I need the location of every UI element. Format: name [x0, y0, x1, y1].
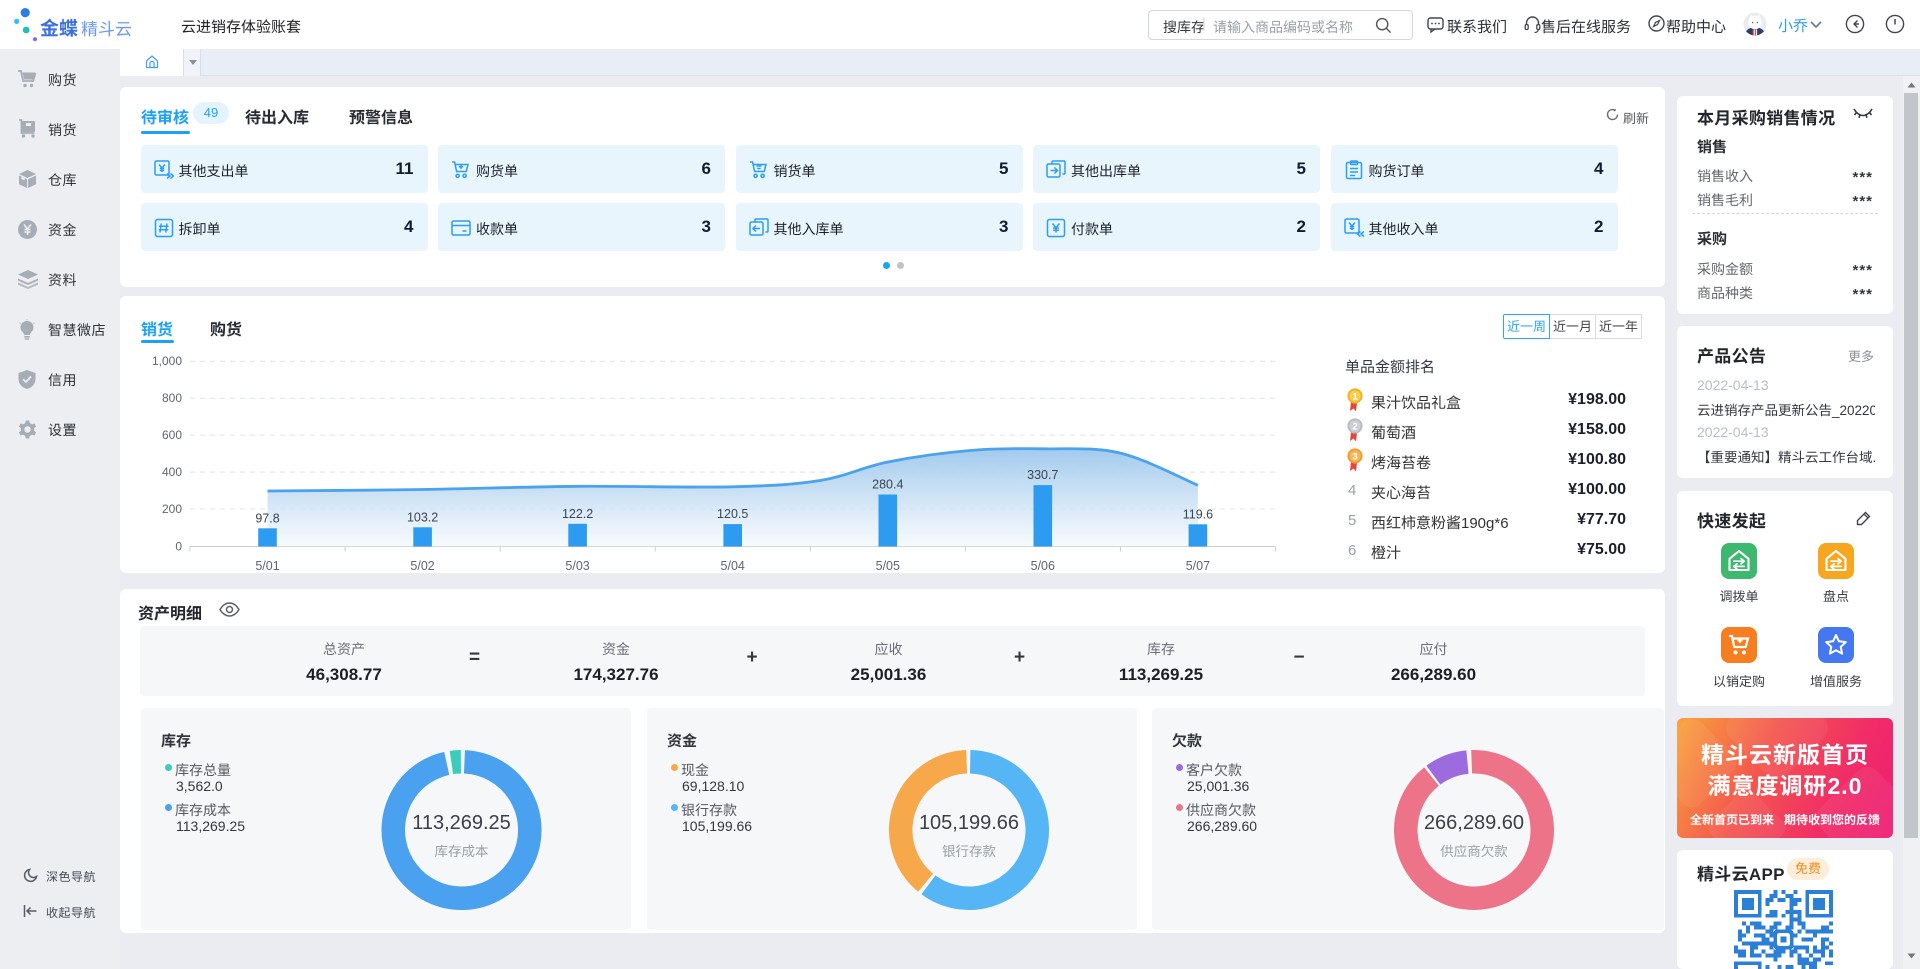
svg-text:120.5: 120.5	[717, 507, 748, 521]
svg-text:200: 200	[162, 502, 182, 516]
svg-text:266,289.60: 266,289.60	[1424, 812, 1524, 834]
svg-text:5/05: 5/05	[876, 559, 900, 573]
svg-text:银行存款: 银行存款	[942, 844, 996, 859]
svg-text:5/04: 5/04	[721, 559, 745, 573]
svg-text:5/07: 5/07	[1186, 559, 1210, 573]
svg-text:113,269.25: 113,269.25	[412, 812, 511, 834]
svg-text:3: 3	[1352, 452, 1357, 463]
svg-text:5/01: 5/01	[255, 559, 279, 573]
svg-text:800: 800	[162, 391, 182, 405]
svg-text:5/02: 5/02	[410, 559, 434, 573]
svg-text:供应商欠款: 供应商欠款	[1440, 844, 1508, 859]
svg-text:5/03: 5/03	[565, 559, 589, 573]
svg-text:600: 600	[162, 428, 182, 442]
svg-text:119.6: 119.6	[1183, 507, 1213, 521]
svg-text:1,000: 1,000	[152, 354, 182, 368]
svg-text:2: 2	[1352, 422, 1357, 433]
svg-text:5/06: 5/06	[1031, 559, 1055, 573]
svg-text:330.7: 330.7	[1027, 468, 1058, 482]
svg-text:105,199.66: 105,199.66	[919, 812, 1019, 834]
svg-text:400: 400	[162, 465, 182, 479]
svg-text:103.2: 103.2	[407, 510, 438, 524]
svg-text:97.8: 97.8	[255, 511, 279, 525]
svg-text:1: 1	[1352, 392, 1358, 403]
svg-text:280.4: 280.4	[872, 478, 903, 492]
svg-text:122.2: 122.2	[562, 507, 593, 521]
svg-text:库存成本: 库存成本	[435, 844, 489, 859]
svg-text:0: 0	[175, 540, 182, 554]
